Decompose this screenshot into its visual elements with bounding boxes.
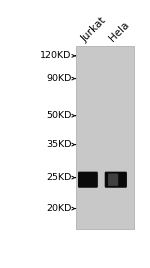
Text: 25KD: 25KD <box>46 173 72 182</box>
FancyBboxPatch shape <box>78 172 98 188</box>
Text: 50KD: 50KD <box>46 111 72 120</box>
Text: Hela: Hela <box>108 20 131 43</box>
Text: 120KD: 120KD <box>40 51 72 60</box>
Text: 90KD: 90KD <box>46 74 72 83</box>
Text: 20KD: 20KD <box>46 204 72 213</box>
Text: Jurkat: Jurkat <box>80 15 108 43</box>
Text: 35KD: 35KD <box>46 140 72 149</box>
FancyBboxPatch shape <box>108 173 118 186</box>
FancyBboxPatch shape <box>105 172 127 188</box>
FancyBboxPatch shape <box>76 46 134 229</box>
